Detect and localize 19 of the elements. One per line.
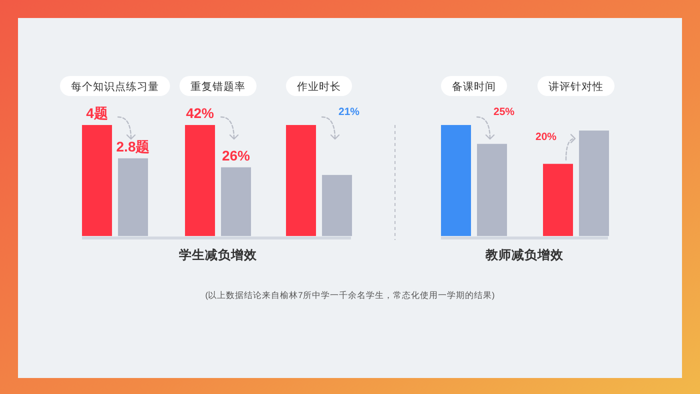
bar (579, 130, 609, 236)
x-axis-title: 学生减负增效 (179, 248, 258, 262)
bar (477, 144, 507, 236)
x-tick-label: 讲评针对性 (548, 80, 604, 93)
x-tick-label: 作业时长 (296, 80, 341, 93)
x-tick-label: 每个知识点练习量 (71, 80, 159, 93)
text: 25% (493, 106, 516, 118)
bar (543, 164, 573, 236)
data-label: 2.8题 (116, 138, 150, 154)
annotation: 20% (535, 130, 558, 143)
x-tick-label: 重复错题率 (190, 80, 246, 93)
data-label: 4题 (86, 105, 108, 121)
text: 21% (338, 106, 360, 118)
text: (以上数据结论来自榆林7所中学一千余名学生，常态化使用一学期的结果) (205, 290, 495, 300)
x-axis-title: 教师减负增效 (484, 248, 564, 262)
data-label: 42% (186, 105, 215, 121)
bar (441, 125, 471, 236)
x-tick-label: 备课时间 (452, 80, 496, 93)
data-label: 26% (222, 147, 251, 164)
